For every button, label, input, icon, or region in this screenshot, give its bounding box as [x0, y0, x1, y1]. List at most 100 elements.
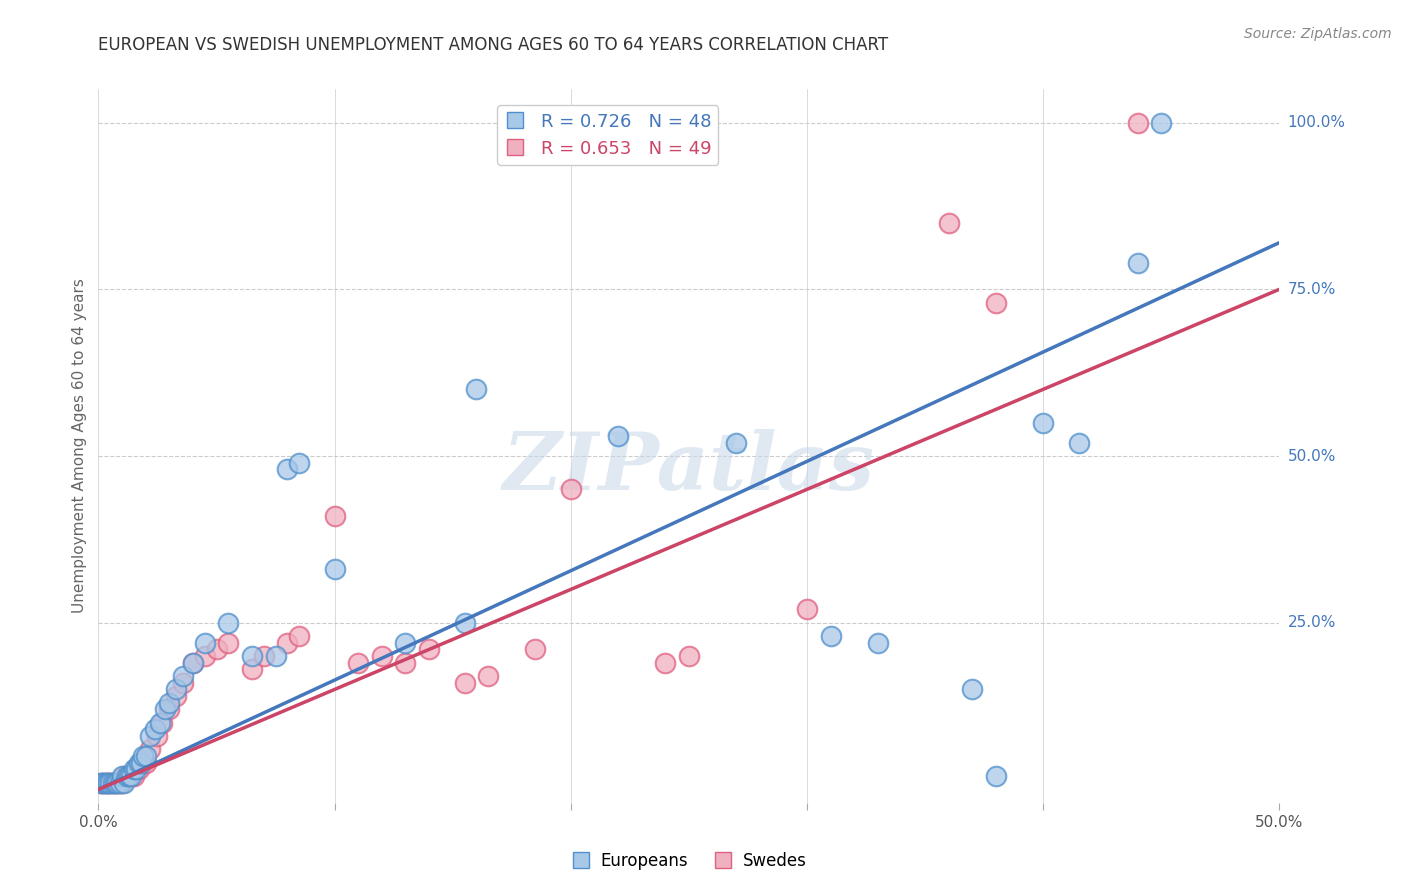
Point: [984, 769, 1007, 783]
Point: [135, 749, 157, 764]
Point: [101, 776, 124, 790]
Point: [128, 763, 150, 777]
Point: [725, 435, 748, 450]
Point: [111, 776, 134, 790]
Point: [101, 776, 124, 790]
Point: [194, 636, 217, 650]
Point: [1150, 115, 1173, 129]
Point: [129, 756, 152, 770]
Point: [276, 462, 298, 476]
Point: [477, 669, 499, 683]
Point: [94, 776, 117, 790]
Point: [524, 642, 547, 657]
Point: [240, 649, 263, 664]
Text: 100.0%: 100.0%: [1288, 115, 1346, 130]
Point: [172, 675, 194, 690]
Point: [866, 636, 889, 650]
Point: [112, 776, 135, 790]
Point: [91, 776, 114, 790]
Point: [121, 769, 143, 783]
Point: [1126, 115, 1149, 129]
Point: [172, 669, 194, 683]
Point: [139, 742, 162, 756]
Point: [288, 629, 311, 643]
Point: [323, 509, 346, 524]
Point: [1032, 416, 1054, 430]
Point: [323, 562, 346, 576]
Point: [146, 729, 169, 743]
Point: [104, 776, 127, 790]
Point: [108, 776, 131, 790]
Point: [125, 763, 148, 777]
Point: [105, 776, 128, 790]
Point: [112, 769, 135, 783]
Point: [820, 629, 842, 643]
Point: [98, 776, 121, 790]
Point: [347, 656, 370, 670]
Point: [132, 749, 155, 764]
Point: [194, 649, 217, 664]
Point: [153, 702, 176, 716]
Text: 50.0%: 50.0%: [1288, 449, 1336, 464]
Point: [104, 776, 127, 790]
Point: [217, 615, 239, 630]
Point: [115, 769, 138, 783]
Point: [108, 776, 131, 790]
Point: [139, 729, 162, 743]
Point: [94, 776, 117, 790]
Point: [678, 649, 700, 664]
Point: [118, 769, 141, 783]
Point: [1067, 435, 1090, 450]
Point: [132, 756, 155, 770]
Point: [938, 216, 960, 230]
Text: Source: ZipAtlas.com: Source: ZipAtlas.com: [1244, 27, 1392, 41]
Point: [796, 602, 818, 616]
Point: [98, 776, 121, 790]
Point: [1126, 255, 1149, 269]
Point: [181, 656, 204, 670]
Point: [962, 682, 984, 697]
Point: [453, 675, 475, 690]
Point: [149, 715, 172, 730]
Point: [240, 662, 263, 676]
Point: [105, 776, 128, 790]
Point: [91, 776, 114, 790]
Point: [157, 702, 180, 716]
Point: [264, 649, 287, 664]
Point: [654, 656, 676, 670]
Point: [984, 295, 1007, 310]
Point: [205, 642, 228, 657]
Point: [394, 636, 416, 650]
Text: 25.0%: 25.0%: [1288, 615, 1336, 631]
Point: [128, 756, 150, 770]
Point: [135, 756, 157, 770]
Point: [453, 615, 475, 630]
Point: [607, 429, 630, 443]
Point: [121, 769, 143, 783]
Point: [418, 642, 440, 657]
Point: [122, 763, 145, 777]
Point: [288, 456, 311, 470]
Point: [118, 769, 141, 783]
Legend: Europeans, Swedes: Europeans, Swedes: [564, 846, 814, 877]
Point: [150, 715, 173, 730]
Point: [129, 756, 152, 770]
Point: [111, 769, 134, 783]
Point: [115, 769, 138, 783]
Point: [560, 483, 582, 497]
Point: [90, 776, 112, 790]
Point: [394, 656, 416, 670]
Point: [165, 682, 187, 697]
Y-axis label: Unemployment Among Ages 60 to 64 years: Unemployment Among Ages 60 to 64 years: [72, 278, 87, 614]
Point: [165, 689, 187, 703]
Text: EUROPEAN VS SWEDISH UNEMPLOYMENT AMONG AGES 60 TO 64 YEARS CORRELATION CHART: EUROPEAN VS SWEDISH UNEMPLOYMENT AMONG A…: [98, 36, 889, 54]
Point: [143, 723, 166, 737]
Point: [276, 636, 298, 650]
Point: [97, 776, 120, 790]
Point: [122, 769, 145, 783]
Point: [181, 656, 204, 670]
Text: 75.0%: 75.0%: [1288, 282, 1336, 297]
Point: [125, 763, 148, 777]
Point: [157, 696, 180, 710]
Point: [253, 649, 276, 664]
